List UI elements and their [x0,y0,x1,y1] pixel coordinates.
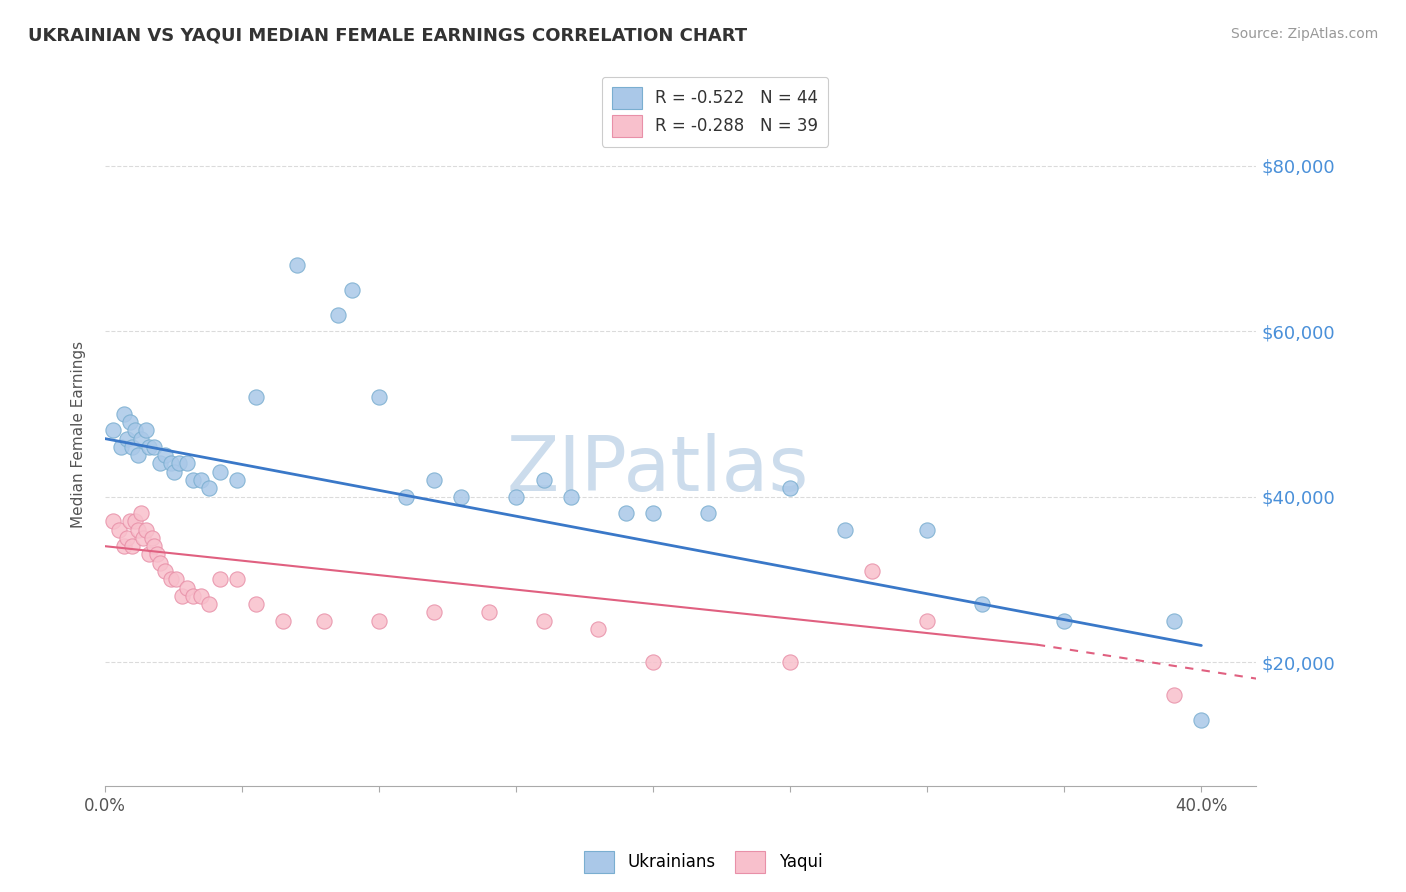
Point [209,572,232,586]
Point [135,423,157,437]
Point [159,457,181,471]
Point [121,440,143,454]
Point [779,481,801,495]
Point [149,457,172,471]
Legend: R = -0.522   N = 44, R = -0.288   N = 39: R = -0.522 N = 44, R = -0.288 N = 39 [602,77,828,146]
Point [115,531,138,545]
Point [314,614,336,628]
Point [181,589,204,603]
Point [129,506,152,520]
Point [225,572,247,586]
Point [155,564,177,578]
Point [970,597,993,611]
Point [155,448,177,462]
Point [115,432,138,446]
Point [146,548,169,562]
Point [614,506,637,520]
Point [915,614,938,628]
Legend: Ukrainians, Yaqui: Ukrainians, Yaqui [576,845,830,880]
Point [779,655,801,669]
Point [127,448,149,462]
Point [643,506,665,520]
Point [834,523,856,537]
Point [533,473,555,487]
Point [588,622,610,636]
Point [560,490,582,504]
Point [129,432,152,446]
Point [423,606,446,620]
Point [141,531,163,545]
Point [862,564,884,578]
Point [245,390,267,404]
Point [132,531,155,545]
Point [395,490,418,504]
Point [368,390,391,404]
Point [167,457,190,471]
Point [143,539,166,553]
Point [112,407,135,421]
Point [107,523,129,537]
Point [138,440,160,454]
Point [326,308,349,322]
Point [143,440,166,454]
Point [190,589,212,603]
Point [533,614,555,628]
Point [149,556,172,570]
Point [176,457,198,471]
Point [138,548,160,562]
Point [162,465,184,479]
Point [643,655,665,669]
Point [209,465,232,479]
Point [181,473,204,487]
Point [225,473,247,487]
Point [135,523,157,537]
Point [1053,614,1076,628]
Point [450,490,472,504]
Point [285,258,308,272]
Point [124,423,146,437]
Point [915,523,938,537]
Point [368,614,391,628]
Point [198,597,221,611]
Point [110,440,132,454]
Text: UKRAINIAN VS YAQUI MEDIAN FEMALE EARNINGS CORRELATION CHART: UKRAINIAN VS YAQUI MEDIAN FEMALE EARNING… [28,27,747,45]
Point [103,514,125,528]
Point [127,523,149,537]
Point [176,581,198,595]
Point [159,572,181,586]
Text: ZIPatlas: ZIPatlas [506,433,808,507]
Point [118,514,141,528]
Point [1163,614,1185,628]
Point [1163,688,1185,702]
Point [165,572,187,586]
Point [1189,713,1212,727]
Point [478,606,501,620]
Point [198,481,221,495]
Point [121,539,143,553]
Point [245,597,267,611]
Point [103,423,125,437]
Point [697,506,720,520]
Point [271,614,294,628]
Text: Source: ZipAtlas.com: Source: ZipAtlas.com [1230,27,1378,41]
Point [505,490,527,504]
Point [170,589,193,603]
Point [112,539,135,553]
Point [423,473,446,487]
Y-axis label: Median Female Earnings: Median Female Earnings [72,341,86,528]
Point [118,415,141,429]
Point [340,283,363,297]
Point [124,514,146,528]
Point [190,473,212,487]
